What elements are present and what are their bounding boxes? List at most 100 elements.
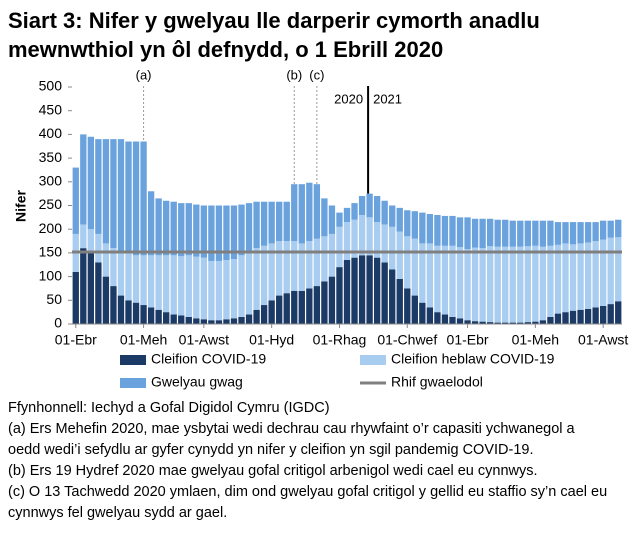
- bar-segment: [517, 220, 524, 247]
- bar-segment: [72, 167, 79, 234]
- bar-segment: [208, 260, 215, 321]
- bar-segment: [464, 217, 471, 250]
- bar-segment: [366, 255, 373, 324]
- bar-segment: [539, 220, 547, 247]
- bar-segment: [381, 200, 388, 225]
- bar-segment: [456, 217, 464, 248]
- bar-segment: [245, 203, 253, 251]
- bar-segment: [396, 207, 403, 232]
- bar-segment: [373, 257, 381, 324]
- bar-segment: [584, 242, 592, 309]
- bar-segment: [336, 267, 343, 324]
- legend-label: Cleifion COVID-19: [151, 351, 266, 367]
- bar-segment: [434, 214, 441, 246]
- bar-segment: [456, 247, 464, 319]
- bar-segment: [351, 257, 358, 324]
- y-tick-label: 400: [39, 125, 63, 141]
- bar-segment: [95, 233, 102, 263]
- bar-segment: [117, 139, 125, 253]
- bar-segment: [80, 134, 87, 225]
- y-tick-label: 50: [46, 291, 62, 307]
- bar-segment: [245, 250, 253, 315]
- bar-segment: [351, 203, 358, 220]
- x-tick-label: 01-Ebr: [55, 332, 97, 348]
- bar-segment: [419, 212, 426, 244]
- x-tick-label: 01-Awst: [578, 332, 628, 348]
- bar-segment: [328, 205, 336, 234]
- bar-segment: [260, 245, 268, 306]
- bar-segment: [147, 255, 155, 308]
- bar-segment: [253, 201, 260, 249]
- y-tick-label: 100: [39, 267, 63, 283]
- bar-segment: [486, 322, 494, 324]
- bar-segment: [102, 139, 110, 244]
- bar-segment: [494, 219, 501, 247]
- bar-segment: [389, 205, 396, 227]
- bar-segment: [569, 310, 577, 324]
- bar-segment: [351, 219, 358, 258]
- bar-segment: [494, 322, 501, 324]
- bar-segment: [102, 243, 110, 277]
- bar-segment: [517, 246, 524, 323]
- note: (a) Ers Mehefin 2020, mae ysbytai wedi d…: [8, 421, 575, 458]
- bar-segment: [125, 252, 132, 301]
- bar-segment: [185, 316, 192, 324]
- bar-segment: [155, 255, 162, 310]
- bar-segment: [132, 141, 140, 256]
- bar-segment: [434, 312, 441, 324]
- bar-segment: [276, 295, 283, 324]
- bar-segment: [80, 224, 87, 249]
- bar-segment: [178, 315, 185, 324]
- bar-segment: [449, 245, 456, 317]
- bar-segment: [509, 322, 516, 324]
- bar-segment: [313, 184, 321, 239]
- bar-segment: [373, 222, 381, 258]
- bar-segment: [306, 182, 313, 242]
- bar-segment: [509, 246, 516, 323]
- bar-segment: [95, 262, 102, 324]
- bar-segment: [569, 244, 577, 311]
- bar-segment: [313, 286, 321, 324]
- bar-segment: [441, 314, 449, 324]
- bar-segment: [230, 259, 238, 319]
- annotation-label: (a): [136, 67, 152, 82]
- bar-segment: [569, 222, 577, 245]
- bar-segment: [426, 243, 434, 308]
- x-tick-label: 01-Rhag: [313, 332, 367, 348]
- bar-segment: [147, 191, 155, 256]
- bar-segment: [554, 244, 562, 314]
- bar-segment: [110, 286, 117, 324]
- x-tick-label: 01-Meh: [120, 332, 167, 348]
- bar-segment: [185, 255, 192, 317]
- bar-segment: [592, 222, 599, 242]
- bar-segment: [291, 290, 298, 324]
- bar-segment: [486, 246, 494, 323]
- bar-segment: [102, 276, 110, 324]
- bar-segment: [381, 224, 388, 263]
- year-label: 2020: [334, 91, 363, 106]
- bar-segment: [110, 139, 117, 249]
- bar-segment: [336, 212, 343, 227]
- note: Ffynhonnell: Iechyd a Gofal Digidol Cymr…: [8, 400, 330, 416]
- bar-segment: [283, 293, 290, 324]
- y-tick-label: 300: [39, 173, 63, 189]
- bar-segment: [215, 260, 223, 321]
- bar-segment: [502, 322, 509, 324]
- bar-segment: [87, 136, 95, 230]
- bar-segment: [193, 318, 200, 324]
- bar-segment: [343, 222, 351, 261]
- bar-segment: [125, 141, 132, 253]
- bar-segment: [471, 218, 479, 248]
- bar-segment: [358, 255, 366, 324]
- bar-segment: [517, 322, 524, 324]
- bar-segment: [389, 226, 396, 270]
- bar-segment: [539, 320, 547, 324]
- bar-segment: [178, 203, 185, 257]
- bar-segment: [366, 217, 373, 256]
- bar-segment: [599, 239, 607, 306]
- y-tick-label: 450: [39, 101, 63, 117]
- bar-segment: [306, 241, 313, 289]
- bar-segment: [313, 238, 321, 287]
- bar-segment: [471, 321, 479, 324]
- bar-segment: [200, 205, 208, 258]
